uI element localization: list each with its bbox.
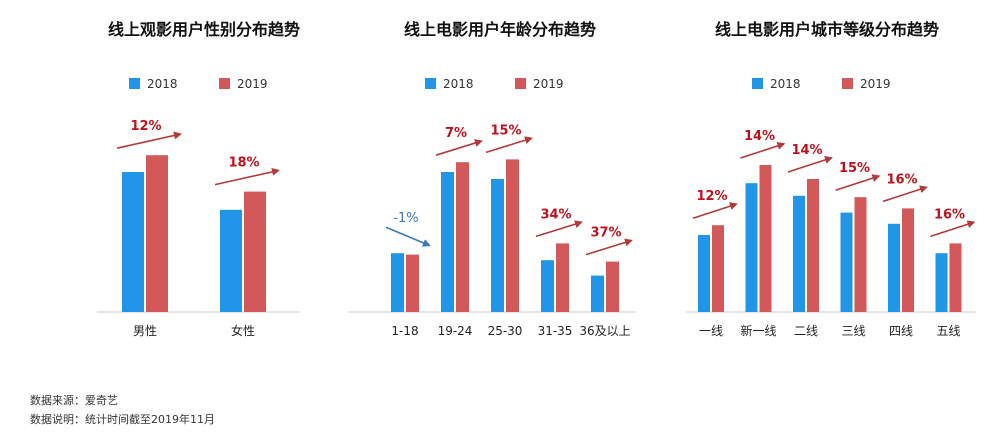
- growth-label: 14%: [744, 129, 775, 144]
- bar-2019-新一线: [759, 165, 772, 312]
- legend-label-2018: 2018: [443, 77, 474, 91]
- bar-2019-女性: [244, 191, 266, 312]
- growth-arrow: [385, 226, 431, 247]
- growth-label: 12%: [696, 189, 727, 204]
- legend-label-2019: 2019: [237, 77, 268, 91]
- growth-arrow: [116, 131, 182, 149]
- bar-2018-31-35: [541, 260, 554, 312]
- chart-title: 线上观影用户性别分布趋势: [108, 20, 300, 39]
- x-tick-label: 一线: [699, 324, 723, 338]
- bar-2019-男性: [146, 155, 168, 312]
- x-tick-label: 三线: [841, 324, 865, 338]
- bar-2018-新一线: [745, 183, 758, 312]
- chart-title: 线上电影用户年龄分布趋势: [404, 20, 596, 39]
- x-tick-label: 新一线: [740, 323, 776, 338]
- bar-2018-四线: [888, 223, 900, 312]
- growth-label: 37%: [590, 226, 621, 241]
- x-tick-label: 31-35: [538, 324, 573, 338]
- bar-2019-一线: [712, 225, 724, 312]
- chart-title: 线上电影用户城市等级分布趋势: [715, 20, 939, 39]
- growth-arrow: [535, 220, 583, 238]
- footer-note: 数据说明：统计时间截至2019年11月: [30, 413, 215, 426]
- bar-2019-19-24: [456, 162, 469, 312]
- bar-2018-一线: [698, 235, 710, 312]
- bar-2018-1-18: [391, 253, 404, 312]
- growth-arrow: [787, 156, 833, 173]
- legend-swatch-2019: [219, 78, 230, 89]
- bar-2018-19-24: [441, 172, 454, 312]
- growth-arrow: [485, 136, 533, 154]
- bar-2019-1-18: [406, 254, 419, 312]
- bar-2018-女性: [220, 209, 242, 312]
- growth-arrow: [692, 202, 738, 219]
- growth-label: 14%: [791, 143, 822, 158]
- growth-arrow: [214, 167, 280, 186]
- legend-swatch-2019: [842, 78, 853, 89]
- x-tick-label: 女性: [231, 323, 255, 338]
- growth-label: 15%: [490, 123, 521, 138]
- x-tick-label: 36及以上: [579, 324, 630, 338]
- x-tick-label: 五线: [936, 324, 960, 338]
- legend-label-2018: 2018: [147, 77, 178, 91]
- bar-2019-五线: [949, 243, 962, 312]
- growth-arrow: [930, 220, 976, 238]
- footer-source: 数据来源：爱奇艺: [30, 394, 118, 407]
- legend-swatch-2018: [129, 78, 140, 89]
- bar-2019-三线: [854, 197, 867, 312]
- growth-label: 34%: [540, 207, 571, 222]
- growth-label: 7%: [445, 126, 467, 141]
- x-tick-label: 25-30: [488, 324, 523, 338]
- growth-label: 15%: [839, 161, 870, 176]
- bar-2019-四线: [902, 208, 914, 312]
- chart-panel-3: 线上电影用户城市等级分布趋势 2018 2019 一线 12% 新一线 14% 二线 14% 三线…: [686, 20, 976, 338]
- bar-2018-男性: [122, 172, 144, 312]
- growth-label: 12%: [130, 119, 161, 134]
- growth-arrow: [740, 142, 786, 159]
- growth-label: 18%: [228, 156, 259, 171]
- legend-swatch-2018: [752, 78, 763, 89]
- growth-arrow: [882, 185, 928, 203]
- x-tick-label: 19-24: [438, 324, 473, 338]
- legend-label-2018: 2018: [770, 77, 801, 91]
- growth-arrow: [435, 139, 483, 156]
- growth-label: 16%: [886, 172, 917, 187]
- bar-2018-25-30: [491, 179, 504, 312]
- chart-panel-1: 线上观影用户性别分布趋势 2018 2019 男性 12% 女性 18%: [97, 20, 300, 338]
- charts-root: 线上观影用户性别分布趋势 2018 2019 男性 12% 女性 18% 线上电影用户年龄分布…: [97, 20, 976, 338]
- bar-2018-三线: [840, 212, 853, 312]
- legend-swatch-2018: [425, 78, 436, 89]
- bar-2018-五线: [935, 253, 948, 312]
- growth-arrow: [835, 174, 881, 191]
- growth-arrow: [585, 238, 633, 256]
- x-tick-label: 男性: [133, 324, 157, 338]
- chart-panel-2: 线上电影用户年龄分布趋势 2018 2019 1-18 -1% 19-24 7% 25-30 1…: [348, 20, 636, 338]
- legend-swatch-2019: [515, 78, 526, 89]
- x-tick-label: 1-18: [391, 324, 418, 338]
- x-tick-label: 四线: [889, 324, 913, 338]
- bar-2019-二线: [807, 179, 819, 312]
- bar-2019-31-35: [556, 243, 569, 312]
- bar-2018-二线: [793, 195, 805, 312]
- growth-label: -1%: [393, 211, 418, 226]
- bar-2018-36及以上: [591, 275, 604, 312]
- growth-label: 16%: [934, 207, 965, 222]
- legend-label-2019: 2019: [860, 77, 891, 91]
- bar-2019-25-30: [506, 159, 519, 312]
- x-tick-label: 二线: [794, 324, 818, 338]
- bar-2019-36及以上: [606, 261, 619, 312]
- legend-label-2019: 2019: [533, 77, 564, 91]
